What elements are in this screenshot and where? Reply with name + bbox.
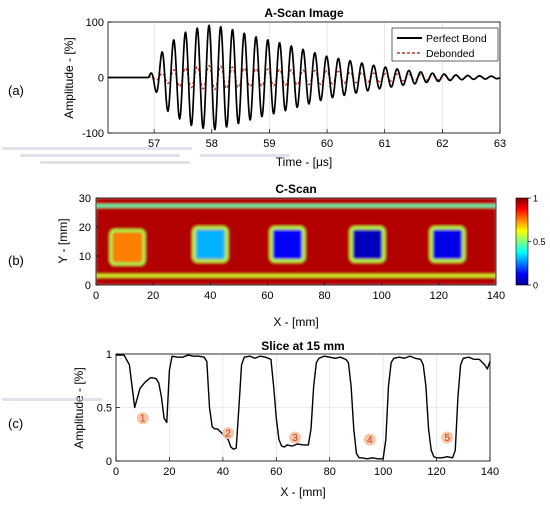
- c-scan-defect-halo: [109, 229, 146, 266]
- c-scan-frame: [95, 197, 497, 286]
- slice-xlabel: X - [mm]: [280, 485, 325, 499]
- panel-label-c: (c): [8, 416, 23, 431]
- slice-xtick-label: 60: [270, 466, 282, 478]
- c-scan-ytick-label: 0: [85, 280, 91, 292]
- a-scan-legend: Perfect Bond Debonded: [391, 27, 499, 62]
- a-scan-title: A-Scan Image: [264, 6, 344, 20]
- defect-marker-bg: [288, 431, 301, 444]
- c-scan-defect-1: [113, 232, 142, 262]
- c-scan-defect-3: [273, 229, 302, 259]
- colorbar-tick-label: 0.5: [533, 237, 546, 247]
- slice-xtick-label: 0: [113, 466, 119, 478]
- c-scan-xtick-label: 40: [204, 290, 216, 302]
- c-scan-xtick-label: 100: [373, 290, 391, 302]
- c-scan-defect-5: [433, 229, 462, 259]
- slice-xtick-label: 140: [481, 466, 499, 478]
- a-scan-ylabel: Amplitude - [%]: [62, 37, 76, 118]
- panel-label-a: (a): [8, 83, 24, 98]
- c-scan-ylabel: Y - [mm]: [56, 218, 70, 263]
- slice-title: Slice at 15 mm: [261, 339, 344, 353]
- c-scan-xtick-label: 120: [430, 290, 448, 302]
- blurred-caption-line: [2, 398, 102, 401]
- a-scan-xtick-label: 63: [494, 138, 506, 150]
- legend-perfect-label: Perfect Bond: [426, 33, 487, 45]
- a-scan-xtick-label: 58: [206, 138, 218, 150]
- c-scan-edge-band: [96, 274, 496, 278]
- defect-marker-label: 2: [225, 429, 231, 440]
- c-scan-ytick-label: 30: [79, 193, 91, 205]
- slice-ytick-label: 0.5: [97, 403, 112, 415]
- c-scan-xtick-label: 140: [487, 290, 505, 302]
- defect-marker-bg: [136, 412, 149, 425]
- a-scan-ytick-label: 0: [98, 73, 104, 85]
- slice-ytick-label: 0: [106, 456, 112, 468]
- slice-xtick-label: 20: [163, 466, 175, 478]
- defect-marker-label: 5: [444, 433, 450, 444]
- c-scan-title: C-Scan: [275, 182, 316, 196]
- c-scan-xtick-label: 0: [93, 290, 99, 302]
- blurred-caption-line: [40, 161, 190, 164]
- slice-ytick-label: 1: [106, 349, 112, 361]
- defect-marker-label: 4: [367, 435, 373, 446]
- a-scan-ytick-label: 100: [86, 17, 104, 29]
- defect-marker-bg: [363, 433, 376, 446]
- c-scan-ytick-label: 20: [79, 222, 91, 234]
- defect-marker-label: 1: [140, 414, 146, 425]
- a-scan-xtick-label: 62: [436, 138, 448, 150]
- colorbar-tick-label: 1: [533, 194, 538, 204]
- slice-xtick-label: 80: [324, 466, 336, 478]
- a-scan-ytick-label: -100: [82, 128, 104, 140]
- colorbar-tick-label: 0: [533, 281, 538, 291]
- legend-debonded-label: Debonded: [426, 48, 475, 60]
- slice-line: [116, 354, 491, 460]
- c-scan-xtick-label: 20: [147, 290, 159, 302]
- c-scan-defect-4: [353, 229, 382, 259]
- blurred-caption-line: [2, 147, 192, 150]
- defect-marker-bg: [222, 427, 235, 440]
- c-scan-xlabel: X - [mm]: [273, 315, 318, 329]
- c-scan-defect-halo: [349, 226, 386, 263]
- c-scan-defect-2: [196, 229, 225, 259]
- slice-ylabel: Amplitude - [%]: [72, 367, 86, 448]
- blurred-caption-line: [20, 154, 180, 157]
- a-scan-xtick-label: 61: [379, 138, 391, 150]
- c-scan-ytick-label: 10: [79, 251, 91, 263]
- c-scan-edge-band: [96, 204, 496, 208]
- colorbar: [515, 197, 529, 286]
- legend-box: [391, 27, 499, 62]
- a-scan-xtick-label: 60: [321, 138, 333, 150]
- blurred-caption-line: [200, 154, 290, 157]
- panel-label-b: (b): [8, 253, 24, 268]
- slice-chart: 1 2 3 4 5 0 20 40 60 80 100 120 140 0 0.5 1 Slice at 1…: [72, 339, 499, 499]
- a-scan-xtick-label: 59: [263, 138, 275, 150]
- perfect-bond-line: [108, 24, 501, 131]
- slice-xtick-label: 120: [427, 466, 445, 478]
- c-scan-xtick-label: 60: [261, 290, 273, 302]
- c-scan-defect-halo: [429, 226, 466, 263]
- defect-marker-bg: [441, 431, 454, 444]
- defect-marker-label: 3: [292, 433, 298, 444]
- slice-xtick-label: 100: [374, 466, 392, 478]
- slice-xtick-label: 40: [217, 466, 229, 478]
- c-scan-xtick-label: 80: [318, 290, 330, 302]
- c-scan-defect-halo: [192, 226, 229, 263]
- a-scan-xlabel: Time - [μs]: [276, 155, 332, 169]
- c-scan-defect-halo: [269, 226, 306, 263]
